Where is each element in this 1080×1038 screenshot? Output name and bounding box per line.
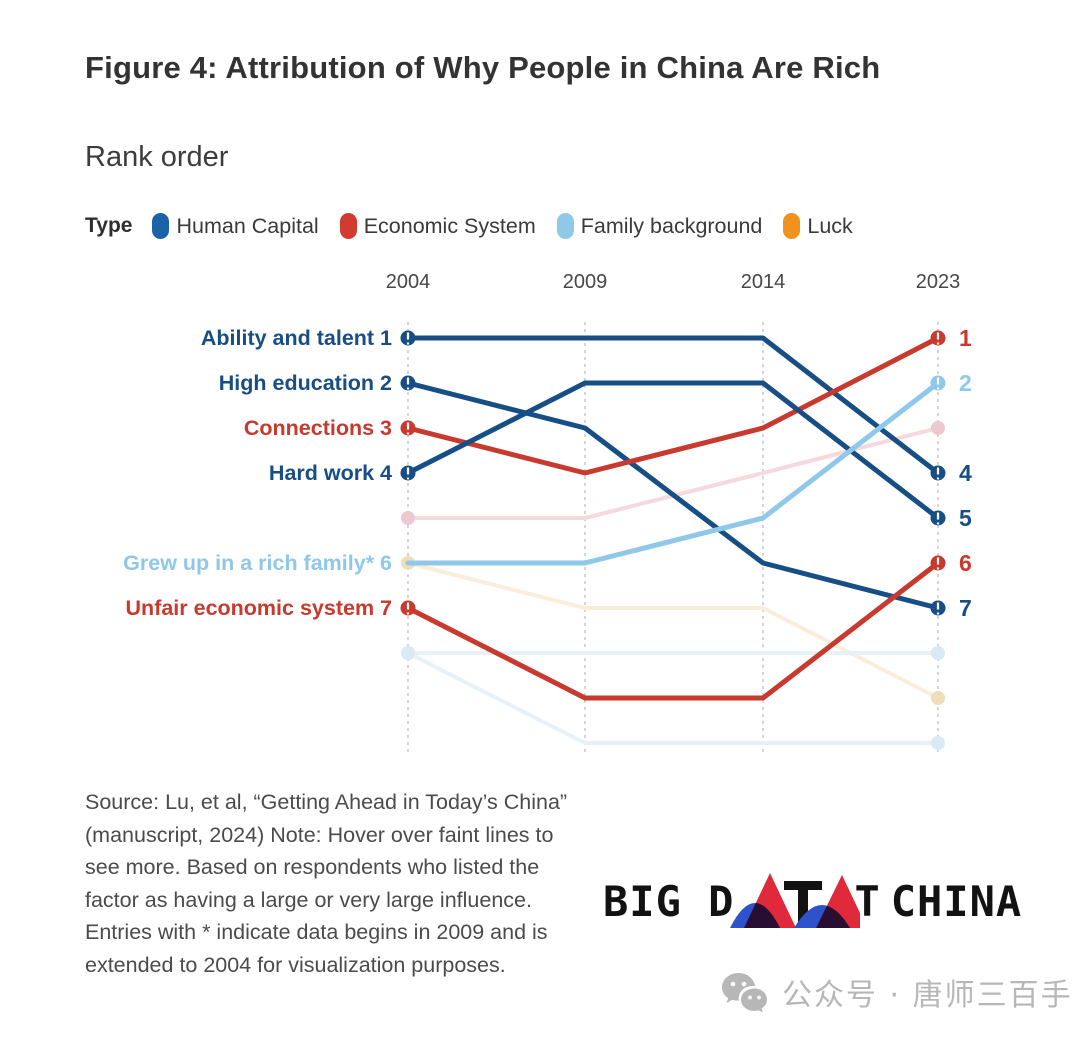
wechat-icon (722, 973, 767, 1013)
legend-item-family-background: Family background (556, 213, 763, 239)
left-label-hard-work: Hard work 4 (269, 461, 392, 485)
note-text: Note: Hover over faint lines to see more… (85, 822, 554, 977)
logo-text-right: CHINA (890, 877, 1023, 926)
footer-text: Source: Lu, et al, “Getting Ahead in Tod… (85, 786, 590, 981)
right-label-high-education: 7 (959, 595, 972, 621)
legend-item-label: Economic System (363, 213, 536, 238)
series-dot-faint-economic-system-0-2004[interactable] (401, 511, 415, 525)
figure-subtitle: Rank order (85, 141, 229, 173)
year-label-2023: 2023 (916, 271, 961, 293)
legend-item-economic-system: Economic System (339, 213, 536, 239)
legend-item-human-capital: Human Capital (152, 213, 319, 239)
right-label-unfair-economic-system: 6 (959, 550, 972, 576)
legend-dot-economic-system-icon (339, 213, 357, 239)
series-line-high-education[interactable] (405, 380, 941, 611)
watermark-text: 公众号 · 唐师三百手 (782, 978, 1073, 1013)
series-dot-faint-family-background-3-2023[interactable] (931, 736, 945, 750)
series-line-faint-luck-1[interactable] (406, 561, 940, 700)
legend-dot-human-capital-icon (152, 213, 170, 239)
source-text: Source: Lu, et al, “Getting Ahead in Tod… (85, 790, 568, 847)
left-label-connections: Connections 3 (244, 416, 392, 440)
logo-mountains-icon (730, 873, 861, 928)
legend-item-label: Human Capital (176, 213, 319, 238)
series-line-faint-family-background-3[interactable] (406, 651, 940, 745)
left-label-ability-and-talent: Ability and talent 1 (201, 326, 392, 350)
series-dot-faint-economic-system-0-2023[interactable] (931, 421, 945, 435)
legend-item-luck: Luck (783, 213, 853, 239)
series-dot-faint-family-background-3-2004[interactable] (401, 646, 415, 660)
legend-dot-family-background-icon (556, 213, 574, 239)
right-label-hard-work: 5 (959, 505, 972, 531)
right-label-grew-up-in-a-rich-family: 2 (959, 370, 972, 396)
year-label-2014: 2014 (741, 271, 786, 293)
legend-item-label: Family background (580, 213, 763, 238)
series-dot-faint-family-background-2-2023[interactable] (931, 646, 945, 660)
right-label-ability-and-talent: 4 (959, 460, 972, 486)
series-line-connections[interactable] (405, 335, 941, 476)
series-line-unfair-economic-system[interactable] (405, 560, 941, 701)
logo-text-left: BIG D (603, 877, 735, 926)
series-line-grew-up-in-a-rich-family[interactable] (405, 380, 941, 566)
big-data-china-logo: BIG D T CHINA (603, 864, 1023, 928)
right-label-connections: 1 (959, 325, 972, 351)
legend-title: Type (85, 214, 133, 237)
series-dot-faint-luck-1-2023[interactable] (931, 691, 945, 705)
watermark: 公众号 · 唐师三百手 (720, 970, 1073, 1014)
left-label-unfair-economic-system: Unfair economic system 7 (126, 596, 393, 620)
series-line-ability-and-talent[interactable] (405, 335, 941, 476)
legend: Type Human Capital Economic System Famil… (85, 211, 874, 241)
left-label-high-education: High education 2 (219, 371, 392, 395)
figure-title: Figure 4: Attribution of Why People in C… (85, 50, 881, 85)
year-label-2004: 2004 (386, 271, 431, 293)
legend-dot-luck-icon (783, 213, 801, 239)
legend-item-label: Luck (807, 213, 853, 238)
year-label-2009: 2009 (563, 271, 608, 293)
left-label-grew-up-in-a-rich-family: Grew up in a rich family* 6 (123, 551, 392, 575)
